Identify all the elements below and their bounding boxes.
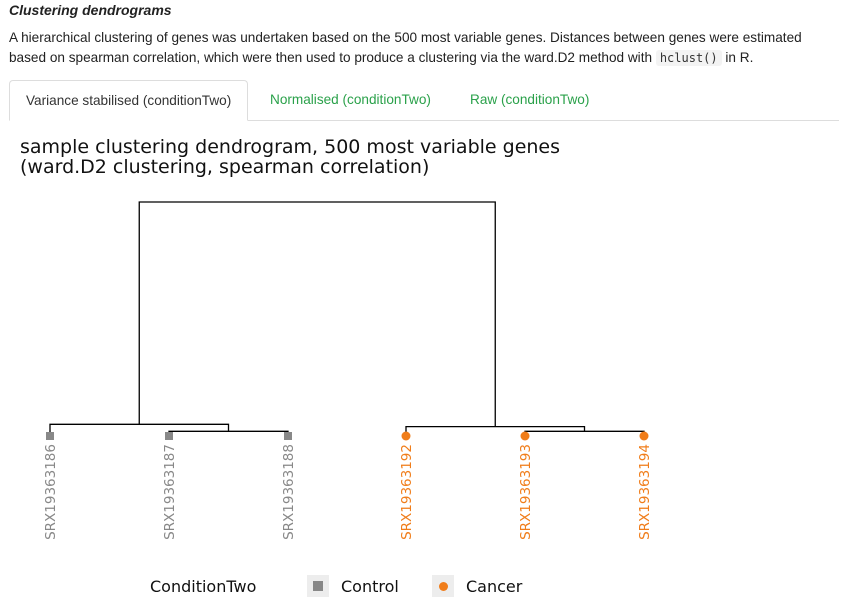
legend-label-control: Control <box>341 577 399 596</box>
section-description: A hierarchical clustering of genes was u… <box>9 30 802 66</box>
leaf-marker-square <box>165 432 173 440</box>
hclust-code: hclust() <box>655 50 722 66</box>
leaf-label: SRX19363186 <box>43 444 59 540</box>
leaf-marker-circle <box>401 431 411 441</box>
dendrogram-branch <box>49 423 230 436</box>
leaf-label: SRX19363187 <box>162 444 178 540</box>
section-title: Clustering dendrograms <box>9 2 172 18</box>
leaf-marker-circle <box>520 431 530 441</box>
tab-variance-stabilised[interactable]: Variance stabilised (conditionTwo) <box>9 80 249 121</box>
dendrogram-branch <box>168 430 289 436</box>
plot-tabs: Variance stabilised (conditionTwo) Norma… <box>9 80 839 121</box>
leaf-marker-circle <box>639 431 649 441</box>
leaf-label: SRX19363194 <box>637 444 653 540</box>
legend-title: ConditionTwo <box>150 577 257 596</box>
leaf-marker-square <box>46 432 54 440</box>
dendrogram-svg: SRX19363186 SRX19363187 SRX19363188 SRX1936… <box>43 201 653 540</box>
leaf-label: SRX19363193 <box>518 444 534 540</box>
dendrogram-plot: SRX19363186 SRX19363187 SRX19363188 SRX1936… <box>0 122 841 614</box>
tab-normalised[interactable]: Normalised (conditionTwo) <box>270 92 431 107</box>
plot-title: sample clustering dendrogram, 500 most v… <box>20 136 561 178</box>
leaf-marker-square <box>284 432 292 440</box>
square-icon <box>307 575 329 597</box>
dendrogram-branch <box>524 430 645 436</box>
leaf-label: SRX19363192 <box>399 444 415 540</box>
dendrogram-branch <box>138 201 496 427</box>
tab-raw[interactable]: Raw (conditionTwo) <box>470 92 590 107</box>
circle-icon <box>432 575 454 597</box>
legend-label-cancer: Cancer <box>466 577 523 596</box>
leaf-label: SRX19363188 <box>281 444 297 540</box>
